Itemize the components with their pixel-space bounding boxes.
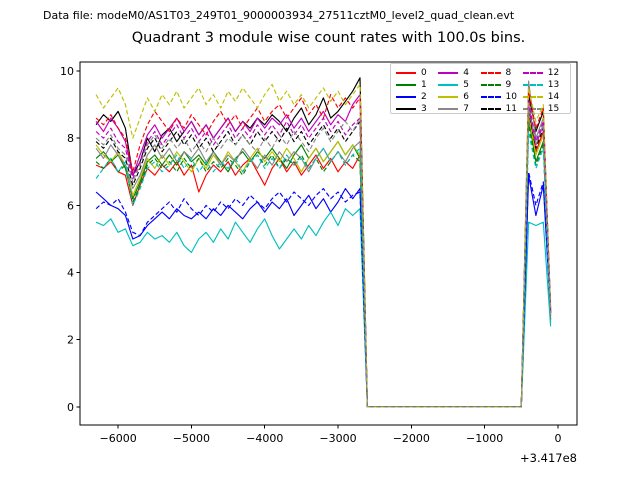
legend-item-3: 3 [396, 103, 438, 115]
legend-line-sample [480, 108, 501, 110]
x-tick-label: −4000 [246, 432, 283, 445]
legend-item-11: 11 [480, 103, 523, 115]
series-line-9 [95, 124, 552, 408]
x-tick-label: −6000 [100, 432, 137, 445]
x-tick-label: −5000 [173, 432, 210, 445]
y-tick-label: 4 [67, 267, 74, 280]
legend-item-5: 5 [438, 79, 480, 91]
legend-line-sample [522, 72, 543, 74]
legend: 0 1 2 3 4 5 6 7 8 9 10 11 12 13 14 15 [390, 63, 571, 114]
legend-line-sample [522, 96, 543, 98]
series-line-8 [95, 90, 552, 408]
legend-item-2: 2 [396, 91, 438, 103]
series-line-14 [95, 83, 552, 408]
series-line-3 [95, 77, 552, 408]
legend-line-sample [522, 84, 543, 86]
legend-item-1: 1 [396, 79, 438, 91]
legend-line-sample [480, 96, 501, 98]
chart-title: Quadrant 3 module wise count rates with … [131, 30, 526, 46]
x-tick-label: −3000 [319, 432, 356, 445]
axes-frame [79, 61, 578, 426]
series-line-13 [95, 130, 552, 408]
legend-item-7: 7 [438, 103, 480, 115]
legend-label: 7 [463, 103, 469, 114]
legend-line-sample [396, 96, 416, 98]
legend-label: 13 [547, 79, 560, 90]
legend-line-sample [480, 84, 501, 86]
legend-item-14: 14 [522, 91, 565, 103]
legend-item-8: 8 [480, 67, 523, 79]
legend-label: 2 [421, 91, 427, 102]
x-tick-label: 0 [554, 432, 561, 445]
y-tick-label: 0 [67, 401, 74, 414]
series-line-2 [95, 174, 552, 408]
y-tick-label: 2 [67, 334, 74, 347]
legend-line-sample [438, 72, 459, 74]
series-line-15 [95, 107, 552, 408]
legend-label: 10 [505, 91, 517, 102]
legend-label: 1 [421, 79, 427, 90]
legend-line-sample [396, 84, 416, 86]
legend-line-sample [480, 72, 501, 74]
legend-label: 0 [421, 67, 427, 78]
x-axis-offset-label: +3.417e8 [520, 451, 577, 465]
legend-item-15: 15 [522, 103, 565, 115]
legend-item-13: 13 [522, 79, 565, 91]
datafile-label: Data file: modeM0/AS1T03_249T01_90000039… [43, 9, 515, 22]
series-line-1 [95, 117, 552, 408]
legend-label: 14 [547, 91, 560, 102]
legend-label: 9 [505, 79, 512, 90]
legend-label: 6 [463, 91, 469, 102]
y-tick-label: 8 [67, 132, 74, 145]
series-line-4 [95, 94, 552, 408]
series-line-7 [95, 80, 552, 408]
legend-label: 5 [463, 79, 469, 90]
x-tick-label: −1000 [466, 432, 503, 445]
legend-line-sample [438, 96, 459, 98]
legend-label: 3 [421, 103, 427, 114]
legend-line-sample [438, 108, 459, 110]
series-line-5 [95, 208, 552, 408]
y-tick-label: 10 [60, 65, 74, 78]
legend-line-sample [396, 108, 416, 110]
legend-item-6: 6 [438, 91, 480, 103]
legend-item-12: 12 [522, 67, 565, 79]
legend-item-4: 4 [438, 67, 480, 79]
legend-label: 11 [505, 103, 517, 114]
legend-label: 4 [463, 67, 469, 78]
series-line-11 [95, 110, 552, 408]
legend-label: 12 [547, 67, 560, 78]
legend-line-sample [522, 108, 543, 110]
legend-item-10: 10 [480, 91, 523, 103]
series-line-6 [95, 114, 552, 408]
x-tick-label: −2000 [393, 432, 430, 445]
y-tick-label: 6 [67, 199, 74, 212]
legend-label: 8 [505, 67, 512, 78]
legend-item-0: 0 [396, 67, 438, 79]
legend-label: 15 [547, 103, 560, 114]
series-line-0 [95, 107, 552, 408]
legend-item-9: 9 [480, 79, 523, 91]
legend-line-sample [396, 72, 416, 74]
legend-line-sample [438, 84, 459, 86]
series-line-10 [95, 171, 552, 408]
series-line-12 [95, 100, 552, 408]
